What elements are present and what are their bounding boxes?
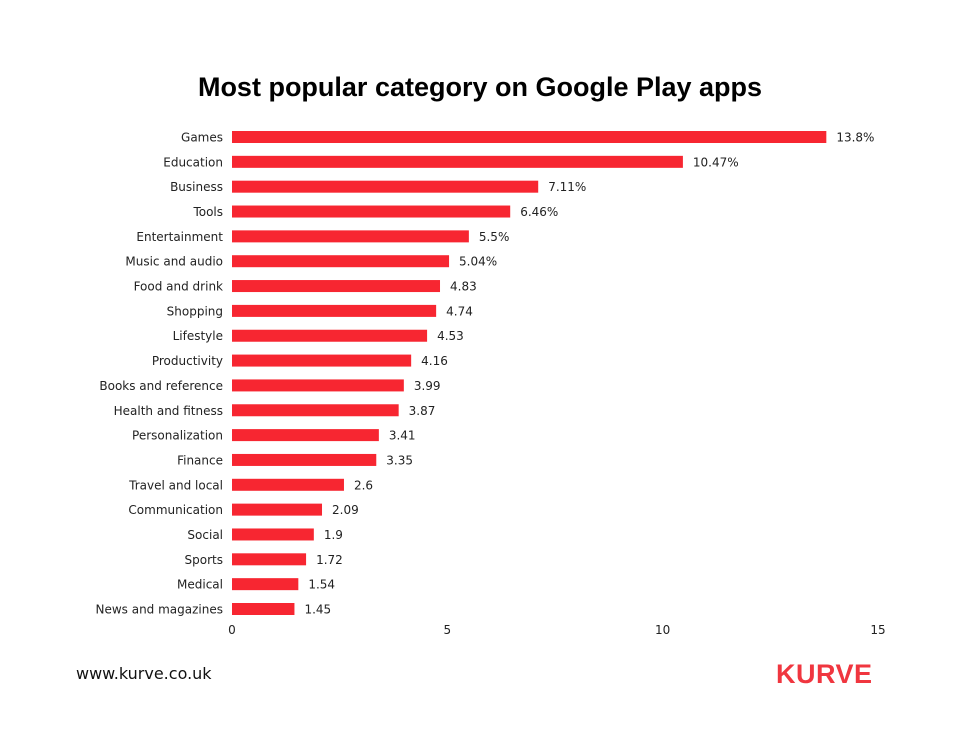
category-label: News and magazines [95, 603, 223, 617]
data-label: 4.16 [421, 354, 448, 368]
category-label: Communication [128, 503, 223, 517]
data-label: 3.35 [386, 453, 413, 467]
data-label: 1.54 [308, 578, 335, 592]
category-label: Personalization [132, 429, 223, 443]
category-label: Travel and local [128, 478, 223, 492]
category-label: Productivity [152, 354, 223, 368]
category-label: Games [181, 131, 223, 145]
bar [232, 478, 344, 491]
bar [232, 354, 412, 367]
data-label: 13.8% [836, 131, 874, 145]
data-label: 2.09 [332, 503, 359, 517]
category-label: Medical [177, 578, 223, 592]
data-label: 1.45 [304, 603, 331, 617]
category-label: Lifestyle [173, 329, 223, 343]
bar [232, 329, 428, 342]
data-label: 1.72 [316, 553, 343, 567]
bar [232, 280, 441, 293]
bar [232, 453, 377, 466]
data-label: 2.6 [354, 478, 373, 492]
x-tick-label: 5 [444, 623, 452, 637]
bar [232, 553, 307, 566]
category-label: Finance [177, 453, 223, 467]
bar [232, 379, 404, 392]
website-link[interactable]: www.kurve.co.uk [76, 664, 212, 683]
category-label: Shopping [167, 304, 223, 318]
data-label: 4.83 [450, 280, 477, 294]
x-tick-label: 10 [655, 623, 670, 637]
category-label: Social [187, 528, 223, 542]
bar [232, 503, 323, 516]
bar [232, 404, 399, 417]
bar [232, 603, 295, 615]
bar [232, 155, 683, 168]
data-label: 4.53 [437, 329, 464, 343]
bar-chart: Games 13.8% Education 10.47% Business 7.11% To… [95, 131, 885, 638]
bar [232, 429, 379, 442]
category-label: Sports [185, 553, 223, 567]
data-label: 4.74 [446, 304, 473, 318]
data-label: 1.9 [324, 528, 343, 542]
data-label: 6.46% [520, 205, 558, 219]
data-label: 5.04% [459, 255, 497, 269]
bar [232, 578, 299, 591]
bar [232, 180, 539, 193]
category-label: Music and audio [125, 255, 223, 269]
x-tick-label: 0 [228, 623, 236, 637]
data-label: 10.47% [693, 155, 739, 169]
category-label: Business [170, 180, 223, 194]
data-label: 5.5% [479, 230, 510, 244]
bar [232, 255, 450, 268]
bar [232, 205, 511, 218]
category-label: Education [163, 155, 223, 169]
chart-title: Most popular category on Google Play app… [197, 72, 763, 102]
data-label: 7.11% [548, 180, 586, 194]
bar [232, 131, 827, 143]
category-label: Entertainment [136, 230, 223, 244]
category-label: Health and fitness [114, 404, 223, 418]
data-label: 3.41 [389, 429, 416, 443]
category-label: Books and reference [99, 379, 223, 393]
category-label: Food and drink [134, 280, 223, 294]
bar [232, 528, 314, 541]
bar [232, 304, 437, 317]
data-label: 3.87 [409, 404, 436, 418]
category-label: Tools [192, 205, 223, 219]
x-tick-label: 15 [870, 623, 885, 637]
kurve-logo: KURVE [776, 659, 873, 689]
data-label: 3.99 [414, 379, 441, 393]
bar [232, 230, 469, 243]
